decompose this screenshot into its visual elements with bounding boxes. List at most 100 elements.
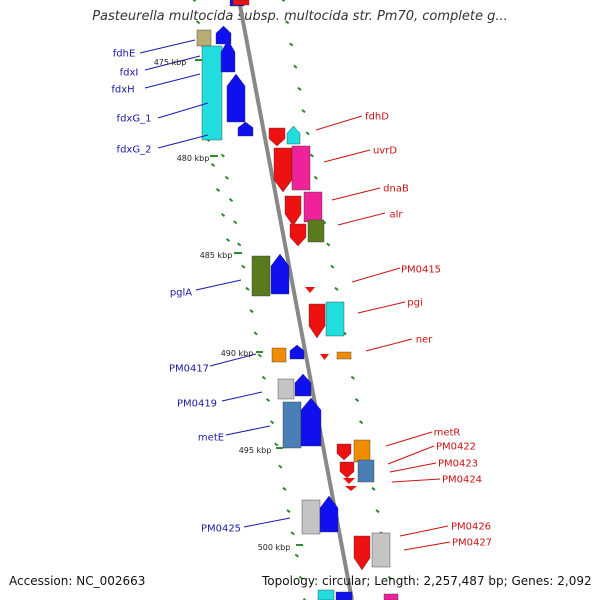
label-PM0425: PM0425 [201,524,241,535]
label-PM0424: PM0424 [442,475,482,486]
gene-PM0417 [271,347,287,363]
label-leader [243,517,291,528]
gene-fdxI [215,25,232,45]
gene-alr [289,223,307,247]
label-ner: ner [416,335,433,346]
gene-PM0427 [371,532,391,568]
label-leader [315,115,363,131]
kbp-ticks: 475 kbp 480 kbp 485 kbp 490 kbp 495 kbp 500 k… [154,58,303,552]
track-dash [220,153,225,158]
gene-dnaB [284,195,302,227]
label-leader [144,73,201,89]
gene-PM0426 [353,535,371,571]
track-dash [297,86,302,91]
label-alr: alr [389,210,403,221]
gene-pgi [308,303,326,339]
track-dash [302,598,307,600]
track-dash [334,286,339,291]
label-leader [391,478,441,483]
gene-metR [336,443,352,461]
track-dash [387,575,393,580]
track-dash [269,420,275,425]
label-leader [144,55,201,71]
label-PM0417: PM0417 [169,364,209,375]
track-dash [210,163,216,167]
kbp-tick-label: 500 kbp [258,543,291,552]
track-dash [290,531,295,536]
gene-bottom-blue [335,591,353,600]
gene-alr-2 [307,219,325,243]
label-uvrD: uvrD [373,146,397,157]
gene-PM0419 [277,378,295,400]
label-PM0426: PM0426 [451,522,491,533]
label-PM0415: PM0415 [401,265,441,276]
gene-fdxG-2 [226,73,246,123]
gene-uvrD [273,147,293,193]
track-dash [313,175,319,180]
gene-PM0419-2 [294,373,312,397]
track-dash [237,242,242,247]
gene-PM0425-2 [319,495,339,533]
kbp-tick-label: 495 kbp [239,446,272,455]
label-leader [331,187,381,201]
genome-summary: Topology: circular; Length: 2,257,487 bp… [262,574,592,588]
label-leader [365,338,413,352]
gene-PM0422 [353,439,371,463]
gene-fdxG-1 [220,39,236,73]
track-dash [305,131,310,136]
label-fdhE: fdhE [113,49,136,60]
gene-fdhE [196,29,212,47]
track-dash [281,0,286,2]
gene-metE-2 [300,397,322,447]
gene-PM0415 [305,287,315,293]
gene-metE [282,401,302,449]
gene-top-red [232,0,250,6]
gene-dnaB-2 [303,191,323,223]
gene-PM0417-2 [289,344,305,360]
track-dash [257,353,262,358]
gene-pglA-2 [270,253,290,295]
track-dash [215,188,221,192]
track-dash [224,175,230,180]
label-leader [225,425,271,436]
label-leader [337,212,386,226]
track-dash [298,575,304,580]
label-pglA: pglA [170,288,192,299]
gene-PM0424 [343,478,355,484]
gene-fdxH [201,45,223,141]
label-pgi: pgi [407,298,422,309]
track-dash [232,220,238,225]
gene-pgi-2 [325,301,345,337]
label-leader [195,279,242,291]
gene-labels: fdhE fdxI fdxH fdxG_1 fdxG_2 pglA PM0417 PM0419… [111,39,492,551]
kbp-tick-label: 485 kbp [200,251,233,260]
genome-backbone [237,0,354,600]
track-dash [350,375,356,380]
gene-fdhD [286,125,301,145]
track-dash [301,109,306,114]
map-title: Pasteurella multocida subsp. multocida s… [92,9,508,24]
gene-PM0423-2 [357,459,375,483]
label-PM0423: PM0423 [438,459,478,470]
track-dash [286,509,291,514]
track-dash [294,553,299,558]
track-dash [326,242,331,247]
label-leader [221,391,263,402]
kbp-tick-label: 490 kbp [221,349,254,358]
track-dash [330,264,335,269]
label-metR: metR [434,428,461,439]
track-dash [253,331,258,336]
track-dash [265,398,271,402]
label-leader [387,445,435,465]
track-dash [354,398,360,402]
label-metE: metE [198,433,224,444]
label-leader [399,525,449,537]
track-dash [284,20,290,25]
gene-bottom-cyan [317,589,335,600]
label-fdxI: fdxI [120,68,139,79]
track-dash [309,153,314,158]
label-leader [209,353,257,367]
label-fdhD: fdhD [365,112,389,123]
label-dnaB: dnaB [383,184,409,195]
